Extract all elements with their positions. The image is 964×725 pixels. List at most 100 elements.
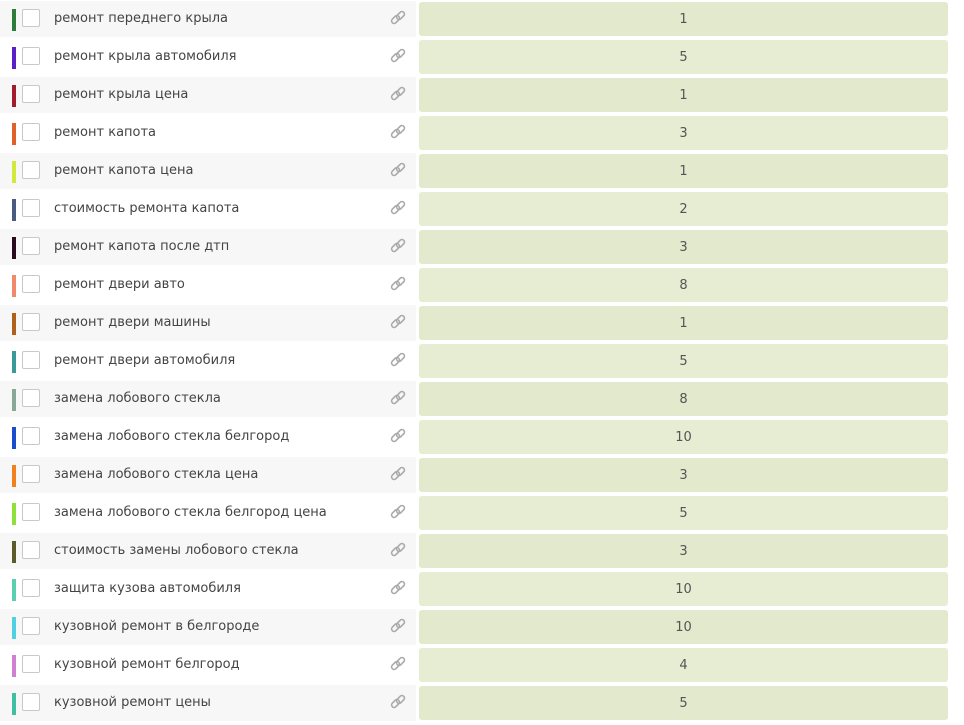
value-cell: 5 — [419, 686, 948, 720]
link-icon — [390, 542, 406, 557]
link-icon — [390, 428, 406, 443]
row-label-cell: замена лобового стекла цена — [0, 457, 416, 493]
keyword-text: ремонт двери авто — [54, 277, 185, 292]
link-icon — [390, 504, 406, 519]
row-label-cell: ремонт капота после дтп — [0, 229, 416, 265]
keyword-text: ремонт двери автомобиля — [54, 353, 236, 368]
checkbox[interactable] — [22, 617, 40, 635]
checkbox[interactable] — [22, 351, 40, 369]
keyword-row: стоимость замены лобового стекла 3 — [0, 532, 952, 570]
value-cell: 1 — [419, 154, 948, 188]
link-button[interactable] — [389, 85, 407, 107]
row-label-cell: стоимость замены лобового стекла — [0, 533, 416, 569]
checkbox[interactable] — [22, 47, 40, 65]
link-button[interactable] — [389, 579, 407, 601]
link-button[interactable] — [389, 655, 407, 677]
checkbox[interactable] — [22, 579, 40, 597]
checkbox[interactable] — [22, 237, 40, 255]
link-icon — [390, 352, 406, 367]
checkbox[interactable] — [22, 465, 40, 483]
link-icon — [390, 466, 406, 481]
checkbox[interactable] — [22, 541, 40, 559]
keyword-text: замена лобового стекла белгород цена — [54, 505, 327, 520]
row-label-cell: ремонт капота цена — [0, 153, 416, 189]
link-button[interactable] — [389, 617, 407, 639]
color-marker — [12, 541, 16, 563]
keyword-row: замена лобового стекла белгород цена 5 — [0, 494, 952, 532]
checkbox[interactable] — [22, 123, 40, 141]
keyword-text: ремонт капота — [54, 125, 157, 140]
checkbox[interactable] — [22, 9, 40, 27]
keyword-row: замена лобового стекла цена 3 — [0, 456, 952, 494]
color-marker — [12, 465, 16, 487]
color-marker — [12, 275, 16, 297]
value-cell: 3 — [419, 230, 948, 264]
keyword-row: защита кузова автомобиля 10 — [0, 570, 952, 608]
color-marker — [12, 579, 16, 601]
color-marker — [12, 389, 16, 411]
checkbox[interactable] — [22, 389, 40, 407]
link-button[interactable] — [389, 351, 407, 373]
link-icon — [390, 618, 406, 633]
keyword-row: кузовной ремонт в белгороде 10 — [0, 608, 952, 646]
color-marker — [12, 9, 16, 31]
link-icon — [390, 656, 406, 671]
row-label-cell: замена лобового стекла белгород — [0, 419, 416, 455]
color-marker — [12, 47, 16, 69]
keyword-text: стоимость замены лобового стекла — [54, 543, 299, 558]
value-cell: 5 — [419, 344, 948, 378]
checkbox[interactable] — [22, 161, 40, 179]
color-marker — [12, 123, 16, 145]
link-button[interactable] — [389, 541, 407, 563]
keyword-row: ремонт капота после дтп 3 — [0, 228, 952, 266]
value-cell: 1 — [419, 78, 948, 112]
link-button[interactable] — [389, 275, 407, 297]
checkbox[interactable] — [22, 85, 40, 103]
checkbox[interactable] — [22, 313, 40, 331]
checkbox[interactable] — [22, 275, 40, 293]
keyword-row: ремонт крыла цена 1 — [0, 76, 952, 114]
keyword-row: кузовной ремонт белгород 4 — [0, 646, 952, 684]
color-marker — [12, 313, 16, 335]
link-icon — [390, 390, 406, 405]
value-cell: 10 — [419, 420, 948, 454]
link-button[interactable] — [389, 237, 407, 259]
link-button[interactable] — [389, 427, 407, 449]
row-label-cell: ремонт капота — [0, 115, 416, 151]
link-button[interactable] — [389, 9, 407, 31]
link-icon — [390, 10, 406, 25]
color-marker — [12, 655, 16, 677]
checkbox[interactable] — [22, 503, 40, 521]
link-button[interactable] — [389, 161, 407, 183]
checkbox[interactable] — [22, 199, 40, 217]
link-icon — [390, 694, 406, 709]
keyword-row: ремонт двери авто 8 — [0, 266, 952, 304]
value-cell: 2 — [419, 192, 948, 226]
checkbox[interactable] — [22, 427, 40, 445]
link-icon — [390, 48, 406, 63]
checkbox[interactable] — [22, 693, 40, 711]
link-icon — [390, 124, 406, 139]
row-label-cell: ремонт двери машины — [0, 305, 416, 341]
keyword-text: стоимость ремонта капота — [54, 201, 240, 216]
row-label-cell: ремонт крыла цена — [0, 77, 416, 113]
color-marker — [12, 161, 16, 183]
link-button[interactable] — [389, 123, 407, 145]
row-label-cell: кузовной ремонт белгород — [0, 647, 416, 683]
link-button[interactable] — [389, 503, 407, 525]
keyword-row: ремонт капота цена 1 — [0, 152, 952, 190]
keyword-text: кузовной ремонт белгород — [54, 657, 240, 672]
link-icon — [390, 238, 406, 253]
link-button[interactable] — [389, 465, 407, 487]
link-button[interactable] — [389, 47, 407, 69]
color-marker — [12, 351, 16, 373]
keyword-row: стоимость ремонта капота 2 — [0, 190, 952, 228]
row-label-cell: замена лобового стекла белгород цена — [0, 495, 416, 531]
link-button[interactable] — [389, 389, 407, 411]
checkbox[interactable] — [22, 655, 40, 673]
row-label-cell: стоимость ремонта капота — [0, 191, 416, 227]
link-button[interactable] — [389, 199, 407, 221]
keyword-row: замена лобового стекла 8 — [0, 380, 952, 418]
link-button[interactable] — [389, 693, 407, 715]
link-button[interactable] — [389, 313, 407, 335]
